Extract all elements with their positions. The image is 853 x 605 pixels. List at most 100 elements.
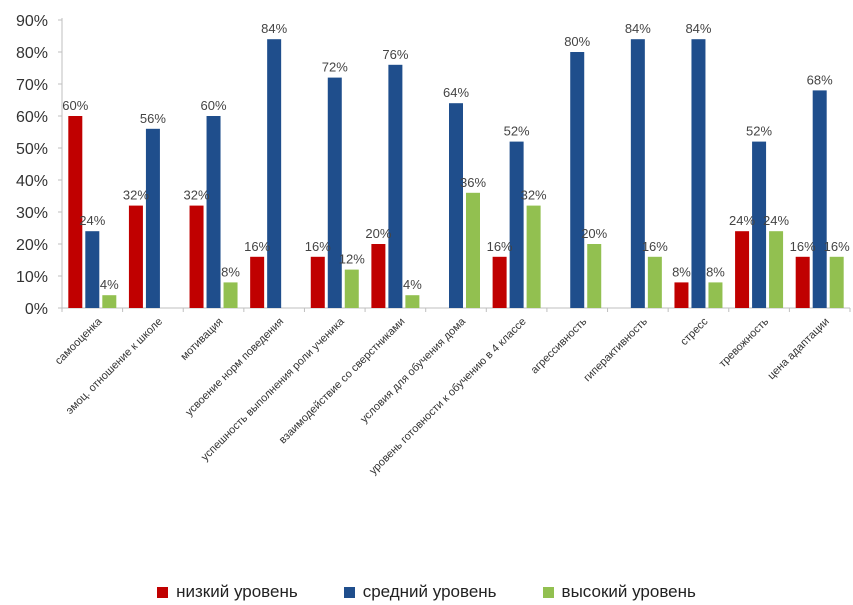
legend-item-medium: средний уровень [343, 582, 497, 602]
data-label: 84% [685, 21, 711, 36]
data-label: 4% [403, 277, 422, 292]
bar [405, 295, 420, 308]
legend-label-low: низкий уровень [176, 582, 298, 601]
y-tick-label: 80% [16, 45, 48, 62]
data-label: 32% [123, 188, 149, 203]
bar [795, 256, 810, 308]
bar [647, 256, 662, 308]
y-tick-label: 60% [16, 109, 48, 126]
bar [223, 282, 238, 308]
data-label: 12% [339, 252, 365, 267]
bar [735, 231, 750, 308]
bar [327, 77, 342, 308]
bar [466, 192, 480, 308]
bar [752, 141, 767, 308]
data-label: 16% [305, 239, 331, 254]
category-label: гиперактивность [581, 315, 650, 384]
legend-item-low: низкий уровень [157, 582, 298, 602]
category-label: цена адаптации [766, 316, 832, 382]
legend-item-high: высокий уровень [542, 582, 696, 602]
legend-swatch-medium [343, 586, 355, 598]
data-label: 64% [443, 85, 469, 100]
bar [630, 39, 645, 308]
bar [570, 52, 585, 308]
y-tick-label: 70% [16, 77, 48, 94]
data-label: 56% [140, 111, 166, 126]
bar [189, 205, 204, 308]
data-label: 16% [790, 239, 816, 254]
category-label: тревожность [717, 315, 772, 370]
data-label: 84% [625, 21, 651, 36]
category-label: самооценка [53, 315, 105, 367]
bar [128, 205, 143, 308]
bar [449, 103, 463, 308]
data-label: 16% [824, 239, 850, 254]
data-label: 24% [79, 213, 105, 228]
data-label: 16% [244, 239, 270, 254]
bar [388, 64, 403, 308]
legend-label-high: высокий уровень [561, 582, 696, 601]
legend-label-medium: средний уровень [362, 582, 497, 601]
category-label: эмоц. отношение к школе [64, 316, 165, 417]
bar [708, 282, 723, 308]
bar [85, 231, 100, 308]
data-label: 20% [581, 226, 607, 241]
y-tick-label: 0% [25, 301, 48, 318]
chart-data-labels: 60%24%4%32%56%32%60%8%16%84%16%72%12%20%… [62, 21, 850, 292]
data-label: 8% [672, 264, 691, 279]
bar [691, 39, 706, 308]
chart-legend: низкий уровень средний уровень высокий у… [0, 582, 853, 602]
bar [344, 269, 359, 308]
bar [206, 116, 221, 308]
data-label: 8% [221, 264, 240, 279]
data-label: 16% [487, 239, 513, 254]
data-label: 80% [564, 34, 590, 49]
bar [812, 90, 827, 309]
bar [371, 244, 386, 308]
data-label: 24% [763, 213, 789, 228]
data-label: 32% [521, 188, 547, 203]
category-label: условия для обучения дома [358, 315, 468, 425]
bar [829, 256, 844, 308]
bar [509, 141, 524, 308]
bar [267, 39, 282, 308]
data-label: 68% [807, 72, 833, 87]
data-label: 36% [460, 175, 486, 190]
bar [492, 256, 507, 308]
y-tick-label: 50% [16, 141, 48, 158]
legend-swatch-high [542, 586, 554, 598]
data-label: 72% [322, 60, 348, 75]
data-label: 84% [261, 21, 287, 36]
bar [526, 205, 541, 308]
data-label: 76% [382, 47, 408, 62]
bar [310, 256, 325, 308]
bar [145, 128, 160, 308]
y-tick-label: 30% [16, 205, 48, 222]
y-tick-label: 40% [16, 173, 48, 190]
data-label: 52% [746, 124, 772, 139]
category-label: стресс [678, 315, 711, 348]
bar [587, 244, 602, 308]
data-label: 24% [729, 213, 755, 228]
bar-chart: 0% 10% 20% 30% 40% 50% 60% 70% 80% 90% 60% 24% 4% 32… [16, 13, 851, 477]
data-label: 32% [184, 188, 210, 203]
category-label: мотивация [178, 316, 225, 363]
bar [674, 282, 689, 308]
category-label: взаимодействие со сверстниками [277, 316, 408, 447]
data-label: 60% [201, 98, 227, 113]
chart-bars [68, 39, 844, 309]
bar [250, 256, 265, 308]
y-tick-label: 20% [16, 237, 48, 254]
bar [769, 231, 784, 308]
y-tick-label: 10% [16, 269, 48, 286]
data-label: 4% [100, 277, 119, 292]
data-label: 20% [365, 226, 391, 241]
bar [68, 116, 83, 308]
legend-swatch-low [157, 586, 169, 598]
category-label: агрессивность [529, 315, 590, 376]
data-label: 16% [642, 239, 668, 254]
data-label: 8% [706, 264, 725, 279]
category-label: усвоение норм поведения [183, 316, 286, 419]
bar [102, 295, 117, 308]
